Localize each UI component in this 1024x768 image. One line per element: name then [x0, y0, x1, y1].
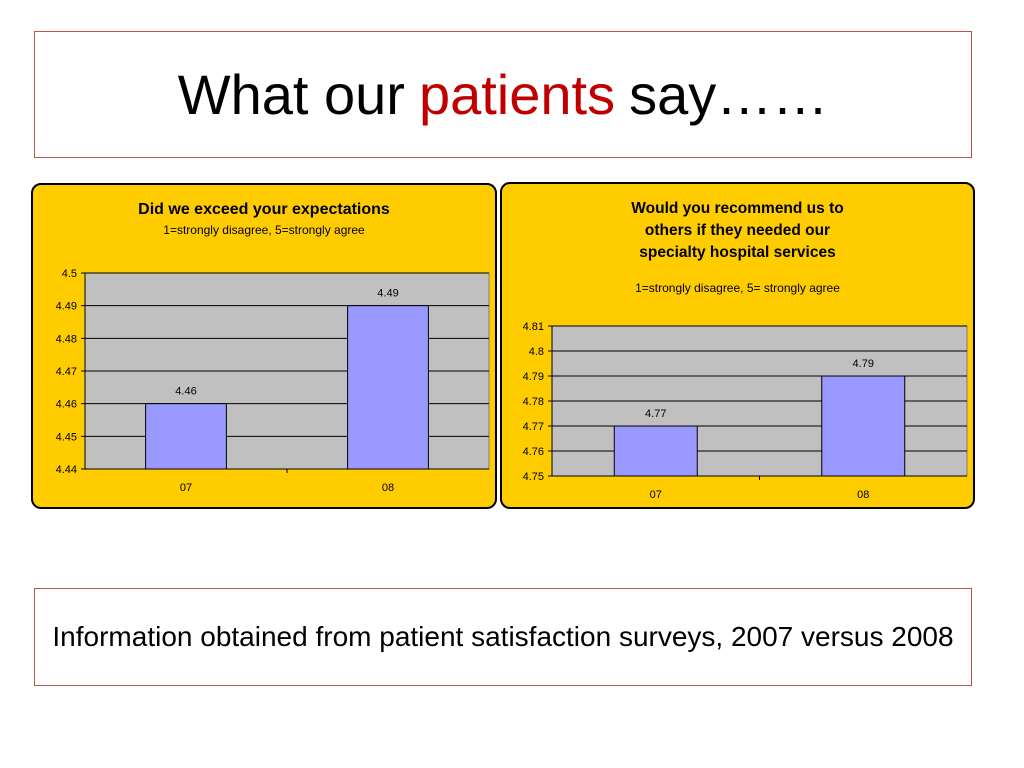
data-label: 4.49: [377, 288, 398, 300]
x-tick-label: 07: [650, 489, 662, 501]
y-tick-label: 4.77: [523, 421, 544, 433]
y-tick-label: 4.78: [523, 396, 544, 408]
y-tick-label: 4.81: [523, 321, 544, 333]
chart-title: Did we exceed your expectations: [138, 201, 390, 218]
bar: [821, 375, 906, 477]
bar-chart-expectations: 4.44 4.45 4.46 4.47 4.48 4.49 4.5 4.46 07 4.49 08: [56, 268, 490, 494]
y-tick-label: 4.76: [523, 446, 544, 458]
chart-title-line: others if they needed our: [644, 222, 831, 239]
footer-text: Information obtained from patient satisf…: [52, 621, 954, 652]
data-label: 4.77: [645, 408, 666, 420]
chart-title-line: specialty hospital services: [639, 244, 836, 261]
chart-panel-expectations: Did we exceed your expectations 1=strong…: [31, 183, 497, 509]
y-tick-label: 4.79: [523, 371, 544, 383]
title-suffix: say……: [629, 63, 829, 126]
bar-chart-recommend: 4.75 4.76 4.77 4.78 4.79 4.8 4.81 4.77 07 4.79 08: [523, 321, 968, 501]
y-tick-label: 4.48: [56, 333, 77, 345]
data-label: 4.46: [175, 386, 196, 398]
chart-subtitle: 1=strongly disagree, 5= strongly agree: [635, 281, 840, 295]
x-tick-label: 08: [382, 482, 394, 494]
y-tick-label: 4.49: [56, 301, 77, 313]
chart-title: Would you recommend us to others if they…: [502, 198, 973, 264]
y-tick-label: 4.45: [56, 431, 77, 443]
x-tick-label: 08: [857, 489, 869, 501]
title-accent: patients: [418, 63, 616, 126]
chart-title-line: Would you recommend us to: [631, 200, 844, 217]
y-tick-label: 4.8: [529, 346, 544, 358]
y-tick-label: 4.75: [523, 471, 544, 483]
footer-note: Information obtained from patient satisf…: [34, 588, 972, 686]
data-label: 4.79: [853, 358, 874, 370]
bar: [613, 425, 698, 477]
x-tick-label: 07: [180, 482, 192, 494]
y-tick-label: 4.44: [56, 464, 77, 476]
bar: [347, 305, 429, 470]
slide-title: What our patients say……: [34, 31, 972, 158]
y-tick-label: 4.5: [62, 268, 77, 280]
chart-subtitle: 1=strongly disagree, 5=strongly agree: [163, 223, 365, 237]
title-prefix: What our: [177, 63, 405, 126]
y-tick-label: 4.47: [56, 366, 77, 378]
chart-panel-recommend: Would you recommend us to others if they…: [500, 182, 975, 509]
y-tick-label: 4.46: [56, 399, 77, 411]
bar: [145, 403, 227, 470]
